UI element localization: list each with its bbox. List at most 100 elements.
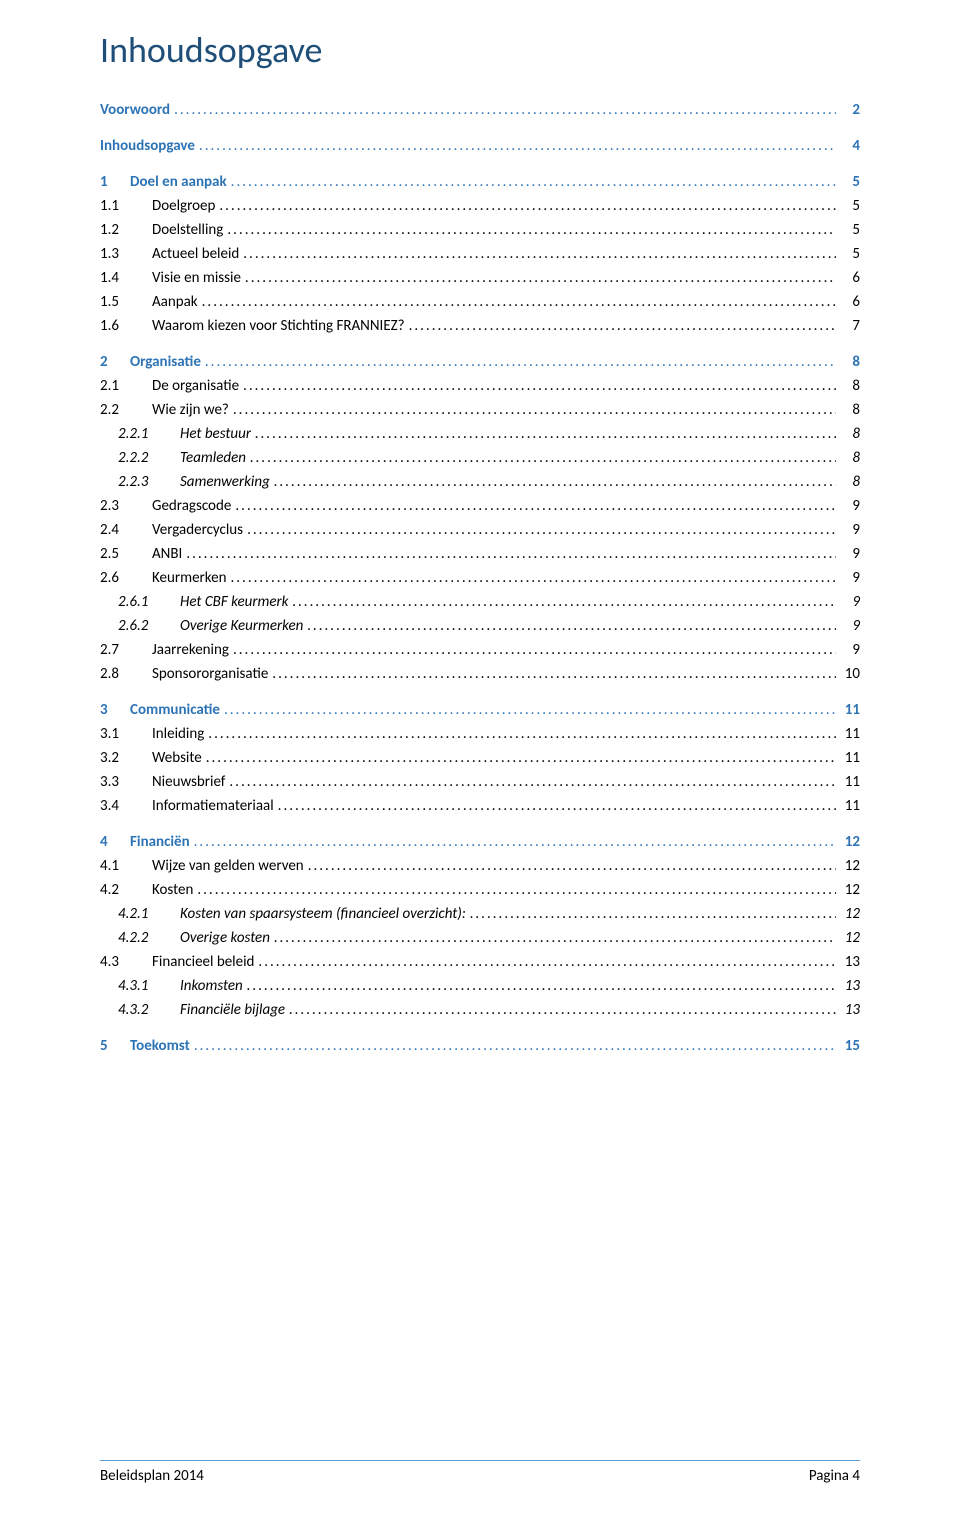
toc-entry[interactable]: Inhoudsopgave...........................… bbox=[100, 134, 860, 158]
toc-entry-page: 13 bbox=[836, 950, 860, 974]
toc-entry-number: 2.1 bbox=[100, 374, 152, 398]
toc-entry-label: Website bbox=[152, 746, 202, 770]
toc-entry-page: 5 bbox=[836, 242, 860, 266]
toc-leader: ........................................… bbox=[193, 878, 836, 902]
toc-entry-number: 3 bbox=[100, 698, 130, 722]
toc-entry-number: 4.3 bbox=[100, 950, 152, 974]
toc-leader: ........................................… bbox=[251, 422, 836, 446]
toc-entry[interactable]: 1.3Actueel beleid.......................… bbox=[100, 242, 860, 266]
toc-entry-page: 9 bbox=[836, 494, 860, 518]
toc-entry-page: 8 bbox=[836, 398, 860, 422]
toc-entry[interactable]: 3.3Nieuwsbrief..........................… bbox=[100, 770, 860, 794]
toc-entry-page: 12 bbox=[836, 926, 860, 950]
toc-entry-label: Jaarrekening bbox=[152, 638, 229, 662]
toc-entry[interactable]: 2.4Vergadercyclus.......................… bbox=[100, 518, 860, 542]
toc-leader: ........................................… bbox=[268, 662, 836, 686]
toc-entry[interactable]: 3.4Informatiemateriaal..................… bbox=[100, 794, 860, 818]
toc-leader: ........................................… bbox=[220, 698, 836, 722]
toc-entry[interactable]: Voorwoord...............................… bbox=[100, 98, 860, 122]
toc-entry-page: 10 bbox=[836, 662, 860, 686]
toc-entry[interactable]: 1Doel en aanpak.........................… bbox=[100, 170, 860, 194]
toc-entry-label: Keurmerken bbox=[152, 566, 226, 590]
toc-entry-number: 2.5 bbox=[100, 542, 152, 566]
toc-entry-label: Waarom kiezen voor Stichting FRANNIEZ? bbox=[152, 314, 405, 338]
toc-leader: ........................................… bbox=[303, 614, 836, 638]
toc-leader: ........................................… bbox=[239, 374, 836, 398]
toc-entry-page: 9 bbox=[836, 518, 860, 542]
toc-entry-label: Doelgroep bbox=[152, 194, 215, 218]
toc-entry-page: 5 bbox=[836, 218, 860, 242]
toc-entry-number: 3.3 bbox=[100, 770, 152, 794]
toc-entry-page: 7 bbox=[836, 314, 860, 338]
toc-entry-page: 12 bbox=[836, 878, 860, 902]
toc-entry[interactable]: 1.4Visie en missie......................… bbox=[100, 266, 860, 290]
toc-entry[interactable]: 1.2Doelstelling.........................… bbox=[100, 218, 860, 242]
toc-entry[interactable]: 4.2.1Kosten van spaarsysteem (financieel… bbox=[100, 902, 860, 926]
toc-entry[interactable]: 2.3Gedragscode..........................… bbox=[100, 494, 860, 518]
toc-entry[interactable]: 4.2.2Overige kosten.....................… bbox=[100, 926, 860, 950]
toc-entry[interactable]: 2Organisatie............................… bbox=[100, 350, 860, 374]
toc-entry[interactable]: 4.2Kosten...............................… bbox=[100, 878, 860, 902]
toc-entry[interactable]: 2.5ANBI.................................… bbox=[100, 542, 860, 566]
toc-entry[interactable]: 1.1Doelgroep............................… bbox=[100, 194, 860, 218]
toc-leader: ........................................… bbox=[243, 518, 836, 542]
toc-entry[interactable]: 2.6.2Overige Keurmerken.................… bbox=[100, 614, 860, 638]
toc-entry-number: 1.4 bbox=[100, 266, 152, 290]
page-footer: Beleidsplan 2014 Pagina 4 bbox=[100, 1460, 860, 1485]
toc-entry[interactable]: 1.5Aanpak...............................… bbox=[100, 290, 860, 314]
toc-entry-label: Financieel beleid bbox=[152, 950, 254, 974]
toc-entry[interactable]: 2.6.1Het CBF keurmerk...................… bbox=[100, 590, 860, 614]
toc-entry[interactable]: 2.8Sponsororganisatie...................… bbox=[100, 662, 860, 686]
toc-leader: ........................................… bbox=[202, 746, 836, 770]
toc-entry-label: Inkomsten bbox=[180, 974, 243, 998]
toc-entry-label: Teamleden bbox=[180, 446, 246, 470]
toc-entry-label: Actueel beleid bbox=[152, 242, 239, 266]
toc-entry[interactable]: 2.2Wie zijn we?.........................… bbox=[100, 398, 860, 422]
toc-entry-page: 5 bbox=[836, 194, 860, 218]
toc-entry[interactable]: 3.2Website..............................… bbox=[100, 746, 860, 770]
toc-entry[interactable]: 3.1Inleiding............................… bbox=[100, 722, 860, 746]
toc-entry-page: 11 bbox=[836, 770, 860, 794]
toc-entry[interactable]: 4.3.1Inkomsten..........................… bbox=[100, 974, 860, 998]
toc-leader: ........................................… bbox=[274, 794, 836, 818]
toc-entry-number: 1.3 bbox=[100, 242, 152, 266]
toc-entry[interactable]: 2.6Keurmerken...........................… bbox=[100, 566, 860, 590]
toc-entry-label: Inleiding bbox=[152, 722, 204, 746]
toc-entry-number: 2 bbox=[100, 350, 130, 374]
toc-entry-number: 2.2.2 bbox=[100, 446, 180, 470]
toc-leader: ........................................… bbox=[225, 770, 836, 794]
toc-entry[interactable]: 1.6Waarom kiezen voor Stichting FRANNIEZ… bbox=[100, 314, 860, 338]
toc-leader: ........................................… bbox=[241, 266, 836, 290]
toc-entry[interactable]: 2.2.3Samenwerking.......................… bbox=[100, 470, 860, 494]
toc-entry-number: 4 bbox=[100, 830, 130, 854]
toc-entry-number: 5 bbox=[100, 1034, 130, 1058]
toc-entry-page: 8 bbox=[836, 470, 860, 494]
toc-entry[interactable]: 2.2.1Het bestuur........................… bbox=[100, 422, 860, 446]
toc-entry-page: 4 bbox=[836, 134, 860, 158]
toc-entry-number: 4.3.1 bbox=[100, 974, 180, 998]
toc-entry[interactable]: 2.1De organisatie.......................… bbox=[100, 374, 860, 398]
toc-entry-page: 8 bbox=[836, 350, 860, 374]
toc-leader: ........................................… bbox=[285, 998, 836, 1022]
toc-entry[interactable]: 3Communicatie...........................… bbox=[100, 698, 860, 722]
toc-entry[interactable]: 4.3.2Financiële bijlage.................… bbox=[100, 998, 860, 1022]
toc-entry-label: Gedragscode bbox=[152, 494, 231, 518]
toc-entry[interactable]: 5Toekomst...............................… bbox=[100, 1034, 860, 1058]
toc-entry-label: ANBI bbox=[152, 542, 182, 566]
toc-entry[interactable]: 2.7Jaarrekening.........................… bbox=[100, 638, 860, 662]
toc-entry[interactable]: 4.1Wijze van gelden werven..............… bbox=[100, 854, 860, 878]
toc-entry[interactable]: 4Financiën..............................… bbox=[100, 830, 860, 854]
toc-leader: ........................................… bbox=[288, 590, 836, 614]
toc-entry[interactable]: 2.2.2Teamleden..........................… bbox=[100, 446, 860, 470]
toc-entry-label: Wijze van gelden werven bbox=[152, 854, 304, 878]
toc-entry-label: Doel en aanpak bbox=[130, 170, 227, 194]
toc-entry-page: 6 bbox=[836, 290, 860, 314]
toc-entry-number: 2.7 bbox=[100, 638, 152, 662]
toc-entry-label: Kosten van spaarsysteem (financieel over… bbox=[180, 902, 466, 926]
toc-leader: ........................................… bbox=[190, 830, 836, 854]
toc-entry[interactable]: 4.3Financieel beleid....................… bbox=[100, 950, 860, 974]
toc-leader: ........................................… bbox=[215, 194, 836, 218]
toc-entry-number: 4.2 bbox=[100, 878, 152, 902]
page: Inhoudsopgave Voorwoord.................… bbox=[0, 0, 960, 1540]
toc-entry-page: 13 bbox=[836, 974, 860, 998]
